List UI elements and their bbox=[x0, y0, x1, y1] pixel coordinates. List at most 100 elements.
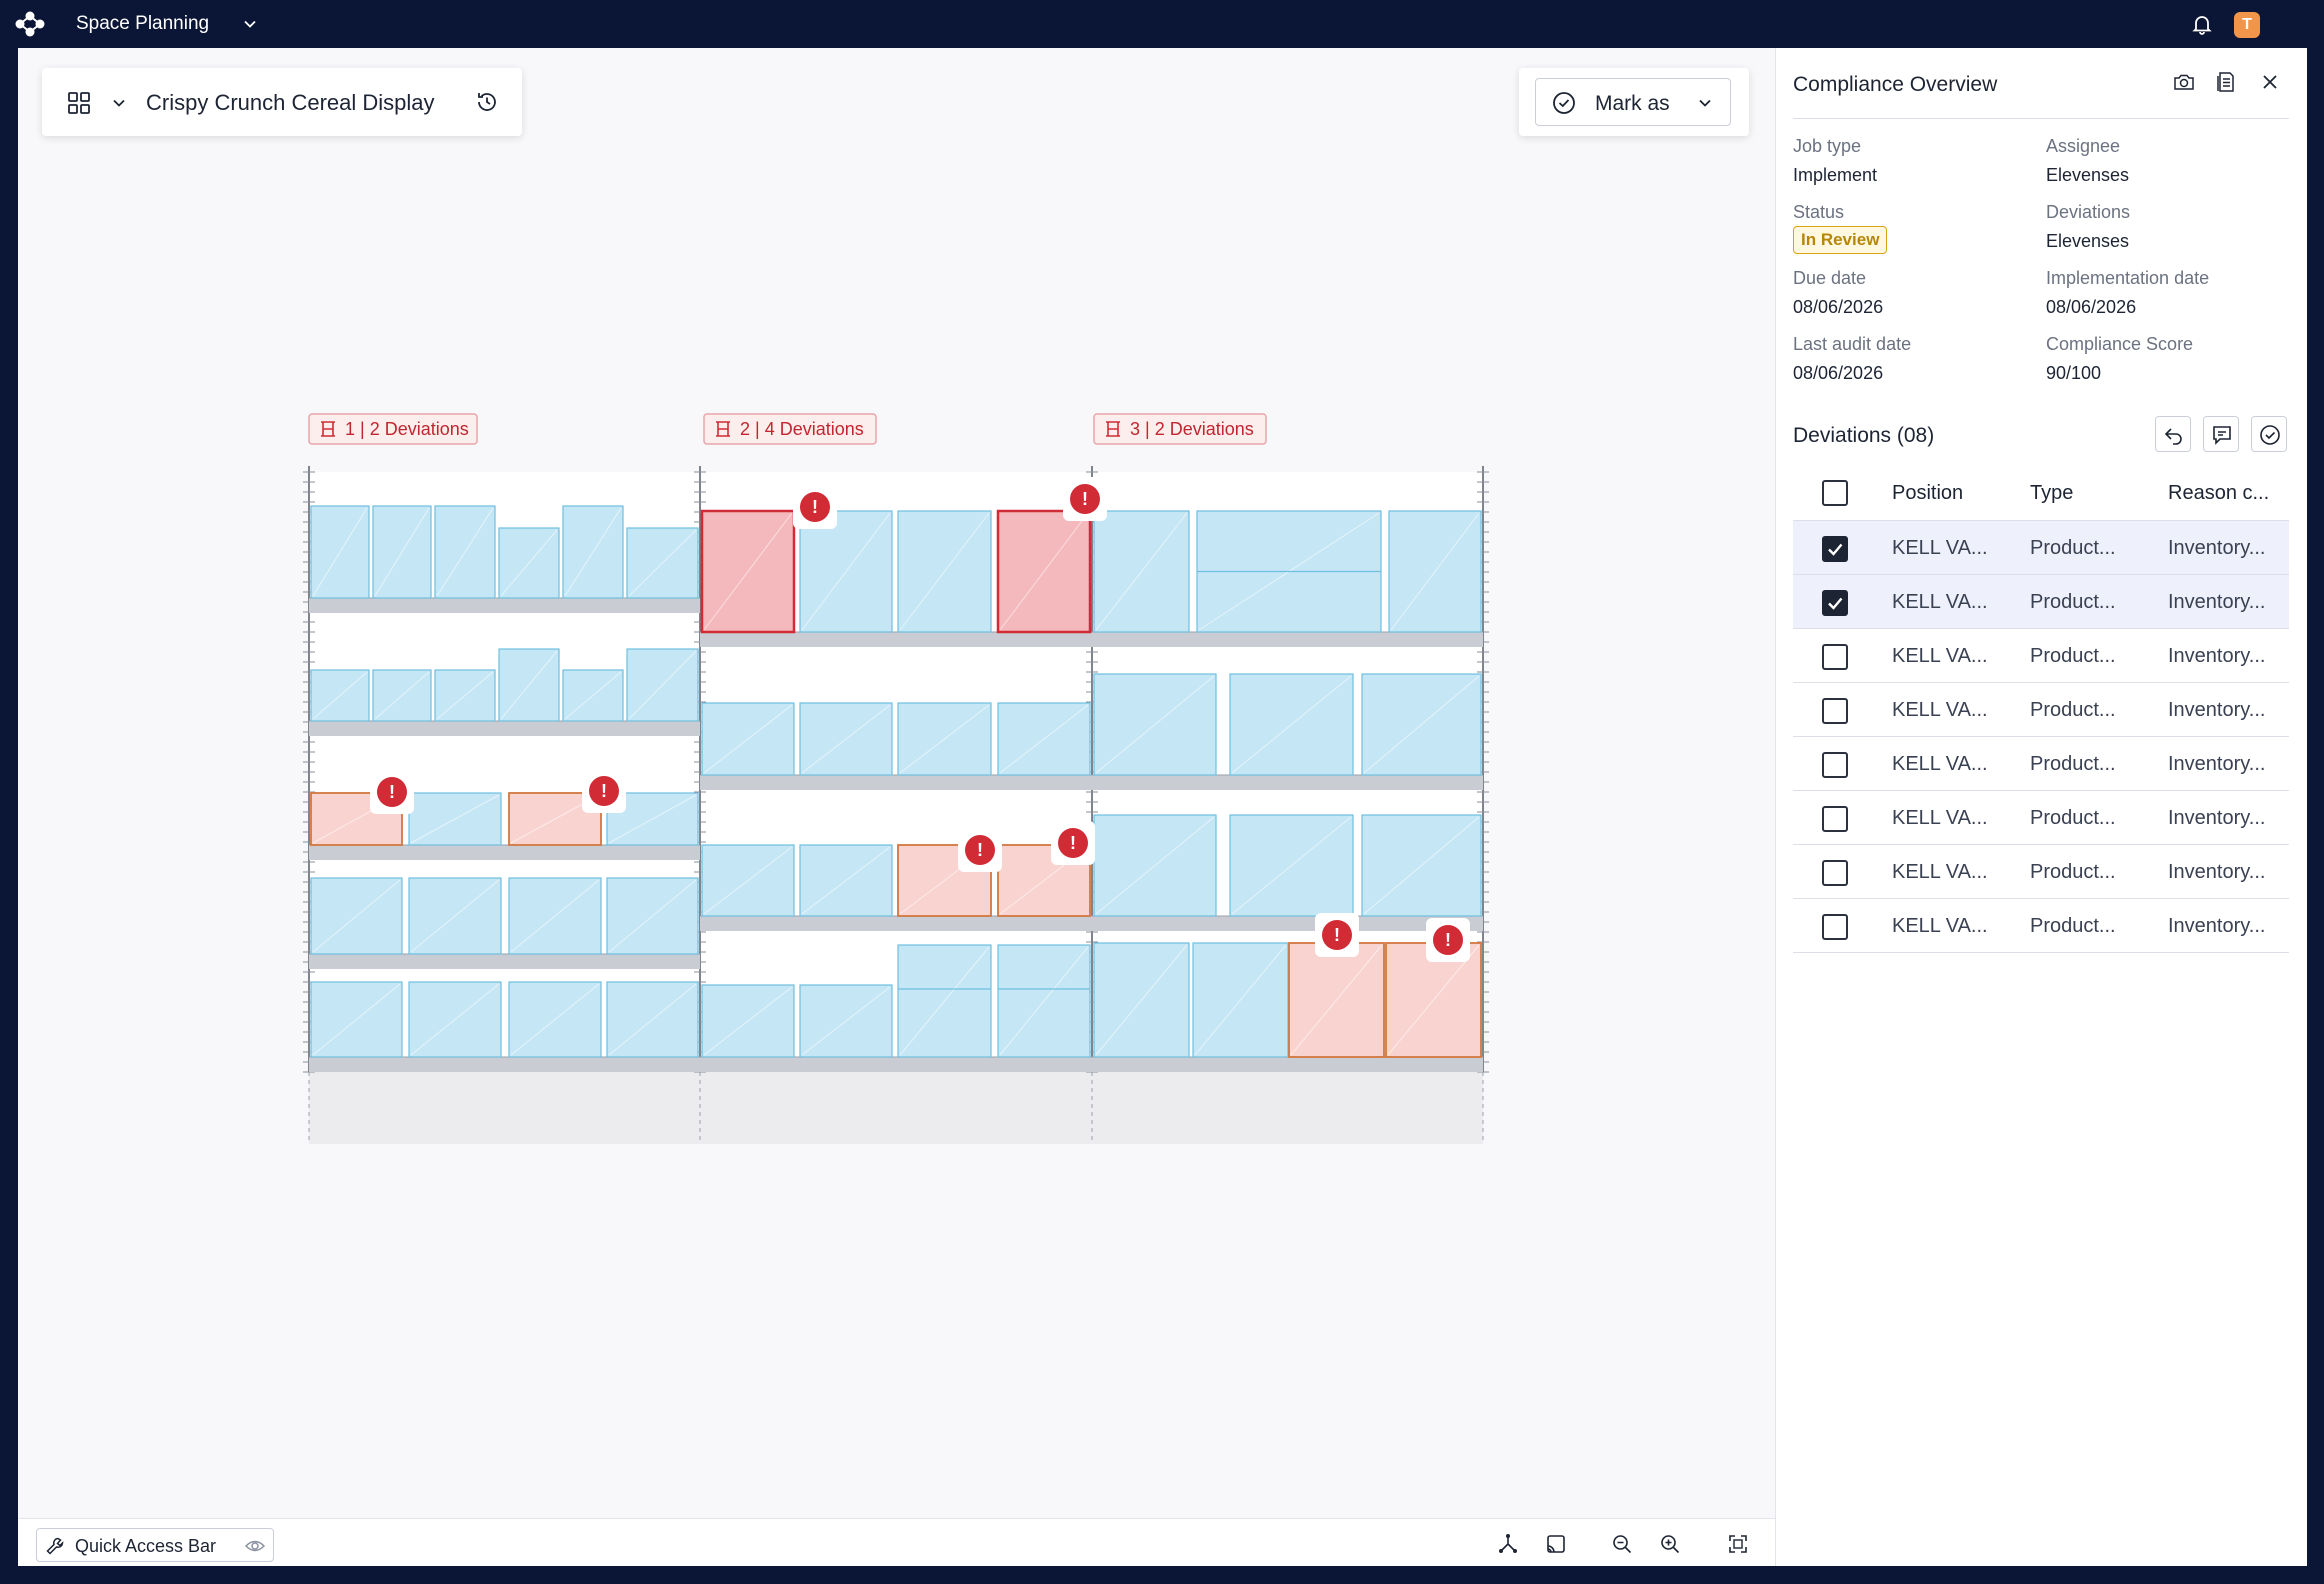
row-checkbox[interactable] bbox=[1822, 536, 1848, 562]
status-label: Status bbox=[1793, 202, 1845, 222]
product-gloss bbox=[1231, 675, 1352, 774]
bay-deviation-badge[interactable] bbox=[1093, 413, 1267, 445]
table-row[interactable]: KELL VA... Product... Inventory... bbox=[1793, 844, 2289, 898]
table-row[interactable]: KELL VA... Product... Inventory... bbox=[1793, 520, 2289, 574]
warning-icon[interactable] bbox=[589, 776, 619, 806]
shelf bbox=[700, 632, 1092, 647]
user-avatar[interactable]: T bbox=[2234, 12, 2260, 38]
shelf bbox=[1092, 916, 1483, 931]
app-logo-icon[interactable] bbox=[14, 10, 46, 38]
product-gloss bbox=[564, 671, 622, 720]
mark-as-button[interactable]: Mark as bbox=[1535, 78, 1731, 126]
undo-icon bbox=[2164, 428, 2182, 445]
warning-icon[interactable] bbox=[377, 777, 407, 807]
zoom-in-icon[interactable] bbox=[1658, 1532, 1682, 1556]
cell-type: Product... bbox=[2030, 861, 2116, 883]
row-checkbox[interactable] bbox=[1822, 698, 1848, 724]
report-icon[interactable] bbox=[2214, 70, 2238, 94]
quick-access-bar-toggle[interactable]: Quick Access Bar bbox=[36, 1528, 274, 1562]
warning-icon[interactable] bbox=[800, 492, 830, 522]
chevron-down-icon[interactable] bbox=[242, 16, 258, 32]
bay-deviation-badge[interactable] bbox=[703, 413, 877, 445]
deviations-value: Elevenses bbox=[2046, 231, 2130, 251]
warning-icon-glyph: ! bbox=[1334, 925, 1340, 945]
row-checkbox[interactable] bbox=[1822, 752, 1848, 778]
product-gloss bbox=[436, 507, 494, 597]
table-row[interactable]: KELL VA... Product... Inventory... bbox=[1793, 682, 2289, 736]
grid-icon[interactable] bbox=[66, 90, 92, 116]
product-gloss bbox=[1095, 675, 1215, 774]
warning-icon[interactable] bbox=[1433, 925, 1463, 955]
product-gloss bbox=[510, 983, 600, 1056]
product-gloss bbox=[801, 846, 891, 915]
approve-button[interactable] bbox=[2251, 416, 2287, 452]
cell-type: Product... bbox=[2030, 537, 2116, 559]
cell-reason: Inventory... bbox=[2168, 699, 2266, 721]
table-row[interactable]: KELL VA... Product... Inventory... bbox=[1793, 898, 2289, 952]
undo-button[interactable] bbox=[2155, 416, 2191, 452]
history-icon[interactable] bbox=[474, 89, 500, 115]
cell-reason: Inventory... bbox=[2168, 753, 2266, 775]
column-header-type[interactable]: Type bbox=[2030, 482, 2074, 504]
table-row[interactable]: KELL VA... Product... Inventory... bbox=[1793, 790, 2289, 844]
compliance-overview-panel: Compliance Overview Job type Implement A… bbox=[1775, 48, 2307, 1566]
product-gloss bbox=[1095, 944, 1188, 1056]
warning-icon[interactable] bbox=[1322, 920, 1352, 950]
zoom-out-icon[interactable] bbox=[1610, 1532, 1634, 1556]
camera-icon[interactable] bbox=[2172, 70, 2196, 94]
product-gloss bbox=[999, 946, 1089, 1056]
eye-icon[interactable] bbox=[245, 1537, 265, 1555]
comment-button[interactable] bbox=[2203, 416, 2239, 452]
table-row[interactable]: KELL VA... Product... Inventory... bbox=[1793, 574, 2289, 628]
table-row[interactable]: KELL VA... Product... Inventory... bbox=[1793, 628, 2289, 682]
checkmark-icon bbox=[1828, 543, 1843, 556]
product-gloss bbox=[703, 986, 793, 1056]
product-gloss bbox=[312, 507, 368, 597]
cell-position: KELL VA... bbox=[1892, 645, 1988, 667]
row-checkbox[interactable] bbox=[1822, 644, 1848, 670]
cell-position: KELL VA... bbox=[1892, 861, 1988, 883]
bay-deviation-badge[interactable] bbox=[308, 413, 478, 445]
chevron-down-icon[interactable] bbox=[110, 94, 128, 112]
product-gloss bbox=[1290, 944, 1383, 1056]
app-title[interactable]: Space Planning bbox=[76, 13, 210, 34]
bay-3-base bbox=[1092, 1072, 1483, 1144]
cell-reason: Inventory... bbox=[2168, 591, 2266, 613]
cell-position: KELL VA... bbox=[1892, 699, 1988, 721]
row-checkbox[interactable] bbox=[1822, 860, 1848, 886]
cell-position: KELL VA... bbox=[1892, 537, 1988, 559]
product-gloss bbox=[801, 512, 891, 631]
warning-icon-glyph: ! bbox=[977, 840, 983, 860]
row-checkbox[interactable] bbox=[1822, 590, 1848, 616]
assignee-value: Elevenses bbox=[2046, 165, 2130, 185]
cell-type: Product... bbox=[2030, 807, 2116, 829]
chevron-down-icon bbox=[1699, 99, 1711, 107]
wrench-icon bbox=[46, 1537, 64, 1555]
product-gloss bbox=[436, 671, 494, 720]
mark-as-label: Mark as bbox=[1595, 92, 1670, 115]
bay-icon bbox=[321, 421, 335, 437]
warning-icon[interactable] bbox=[965, 835, 995, 865]
table-row[interactable]: KELL VA... Product... Inventory... bbox=[1793, 736, 2289, 790]
deviations-title: Deviations (08) bbox=[1793, 424, 1935, 447]
close-icon[interactable] bbox=[2258, 70, 2282, 94]
product-gloss bbox=[999, 704, 1089, 774]
warning-icon[interactable] bbox=[1070, 484, 1100, 514]
column-header-position[interactable]: Position bbox=[1892, 482, 1964, 504]
fork-icon[interactable] bbox=[1496, 1532, 1520, 1556]
fit-to-screen-icon[interactable] bbox=[1726, 1532, 1750, 1556]
row-checkbox[interactable] bbox=[1822, 914, 1848, 940]
divider bbox=[1793, 118, 2289, 119]
warning-icon[interactable] bbox=[1058, 828, 1088, 858]
row-checkbox[interactable] bbox=[1822, 806, 1848, 832]
product-gloss bbox=[312, 879, 401, 953]
bay-icon bbox=[716, 421, 730, 437]
product-gloss bbox=[500, 529, 558, 597]
cast-icon[interactable] bbox=[1544, 1532, 1568, 1556]
bell-icon[interactable] bbox=[2190, 12, 2214, 36]
bay-deviation-label: 3 | 2 Deviations bbox=[1130, 419, 1254, 439]
shelf bbox=[700, 775, 1092, 790]
column-header-reason[interactable]: Reason c... bbox=[2168, 482, 2270, 504]
planogram-canvas: !!!!!!!! 1 | 2 Deviations 2 | 4 Deviations… bbox=[18, 48, 1775, 1566]
select-all-checkbox[interactable] bbox=[1822, 480, 1848, 506]
